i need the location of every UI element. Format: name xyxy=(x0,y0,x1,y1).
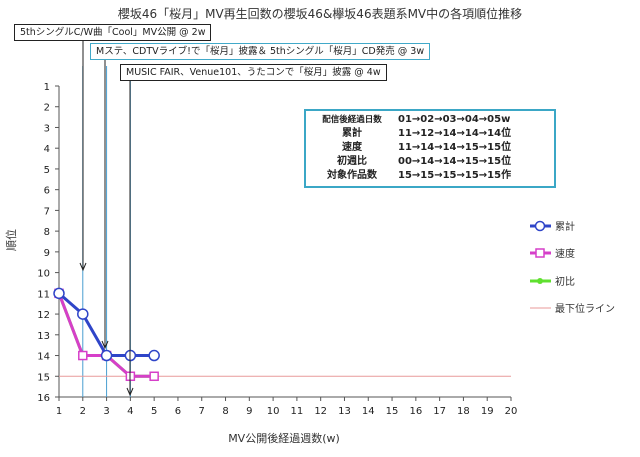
annotation-arrows xyxy=(79,40,134,397)
annotation-music-station: Mステ、CDTVライブ!で「桜月」披露＆ 5thシングル「桜月」CD発売 @ 3… xyxy=(90,43,431,60)
info-label: 速度 xyxy=(342,142,362,153)
series-group xyxy=(53,287,160,382)
legend-marker xyxy=(535,248,545,258)
x-tick-label: 7 xyxy=(199,406,205,417)
data-point-circle xyxy=(148,349,160,362)
x-tick-label: 10 xyxy=(267,406,280,417)
x-tick-label: 6 xyxy=(175,406,181,417)
y-tick-label: 11 xyxy=(37,289,50,300)
y-tick-label: 7 xyxy=(44,206,50,217)
info-value: 15→15→15→15→15作 xyxy=(398,170,512,181)
y-tick-label: 3 xyxy=(44,123,50,134)
x-tick-label: 16 xyxy=(409,406,422,417)
x-tick-label: 8 xyxy=(222,406,228,417)
y-axis-label: 順位 xyxy=(4,229,18,251)
info-label: 初週比 xyxy=(337,156,367,167)
data-point-square xyxy=(78,350,88,361)
legend-label: 累計 xyxy=(555,220,575,233)
x-tick-label: 12 xyxy=(314,406,327,417)
x-tick-label: 2 xyxy=(80,406,86,417)
y-tick-label: 2 xyxy=(44,103,50,114)
x-tick-label: 18 xyxy=(457,406,470,417)
y-tick-label: 10 xyxy=(37,269,50,280)
info-label: 配信後経過日数 xyxy=(322,115,382,125)
annotation-arrow-head xyxy=(126,387,134,397)
legend-label: 初比 xyxy=(555,275,575,288)
x-tick-label: 3 xyxy=(103,406,109,417)
y-tick-label: 14 xyxy=(37,352,50,363)
tick-labels: 1 2 3 4 5 6 7 8 9 10 11 12 13 14 15 16 17 18 19 20123456789… xyxy=(37,82,517,417)
info-label: 累計 xyxy=(342,128,362,139)
x-tick-label: 5 xyxy=(151,406,157,417)
x-tick-label: 14 xyxy=(362,406,375,417)
y-tick-label: 5 xyxy=(44,165,50,176)
annotation-arrow-head xyxy=(101,340,109,350)
y-tick-label: 16 xyxy=(37,393,50,404)
x-tick-label: 20 xyxy=(505,406,518,417)
x-tick-label: 9 xyxy=(246,406,252,417)
vertical-marker-lines xyxy=(82,66,131,397)
chart-title: 櫻坂46「桜月」MV再生回数の櫻坂46&欅坂46表題系MV中の各項順位推移 xyxy=(118,6,522,21)
x-tick-label: 4 xyxy=(127,406,133,417)
x-tick-label: 17 xyxy=(433,406,446,417)
x-tick-label: 19 xyxy=(481,406,494,417)
annotation-cool-mv: 5thシングルC/W曲「Cool」MV公開 @ 2w xyxy=(14,24,212,41)
y-tick-label: 15 xyxy=(37,372,50,383)
y-tick-label: 6 xyxy=(44,186,50,197)
legend-marker xyxy=(534,220,546,232)
annotation-music-fair: MUSIC FAIR、Venue101、うたコンで「桜月」披露 @ 4w xyxy=(120,64,387,81)
chart-axes xyxy=(55,85,512,401)
data-point-circle xyxy=(100,349,113,362)
data-point-circle xyxy=(77,308,89,320)
info-label: 対象作品数 xyxy=(327,170,377,181)
x-tick-label: 11 xyxy=(291,406,304,417)
y-tick-label: 1 xyxy=(44,82,50,93)
y-tick-label: 9 xyxy=(44,248,50,259)
data-point-circle xyxy=(53,287,65,300)
y-tick-label: 12 xyxy=(37,310,50,321)
info-value: 11→12→14→14→14位 xyxy=(398,128,512,139)
annotation-arrow-head xyxy=(79,262,87,272)
y-tick-label: 8 xyxy=(44,227,50,238)
legend-marker xyxy=(537,278,543,284)
legend-label: 最下位ライン xyxy=(555,302,615,315)
x-tick-label: 15 xyxy=(386,406,399,417)
data-point-square xyxy=(149,371,159,382)
y-tick-label: 4 xyxy=(44,144,50,155)
x-tick-label: 1 xyxy=(56,406,62,417)
y-tick-label: 13 xyxy=(37,331,50,342)
x-tick-label: 13 xyxy=(338,406,351,417)
info-table: 配信後経過日数 01→02→03→04→05w 累計 11→12→14→14→1… xyxy=(304,109,556,188)
x-axis-label: MV公開後経過週数(w) xyxy=(228,431,340,445)
info-value: 11→14→14→15→15位 xyxy=(398,142,512,153)
info-value: 00→14→14→15→15位 xyxy=(398,156,512,167)
legend-label: 速度 xyxy=(555,247,575,260)
info-value: 01→02→03→04→05w xyxy=(398,114,511,125)
